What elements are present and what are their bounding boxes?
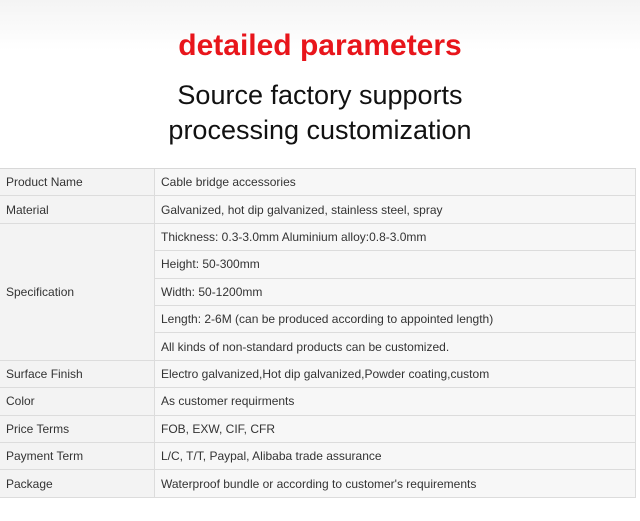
- row-label: Price Terms: [0, 415, 155, 443]
- row-label: Product Name: [0, 169, 155, 197]
- row-value: Length: 2-6M (can be produced according …: [155, 306, 636, 334]
- row-label: Material: [0, 196, 155, 224]
- subtitle: Source factory supports: [177, 80, 463, 110]
- parameter-table: Product Name Cable bridge accessories Mate…: [0, 168, 636, 498]
- row-value: L/C, T/T, Paypal, Alibaba trade assuranc…: [155, 443, 636, 471]
- row-label: Surface Finish: [0, 360, 155, 389]
- row-value: Galvanized, hot dip galvanized, stainles…: [155, 196, 636, 224]
- row-value: Electro galvanized,Hot dip galvanized,Po…: [155, 360, 636, 389]
- header: detailed parameters Source factory suppo…: [0, 0, 640, 168]
- row-label: Color: [0, 388, 155, 416]
- row-value: FOB, EXW, CIF, CFR: [155, 415, 636, 443]
- title: detailed parameters: [178, 29, 462, 62]
- row-value: Cable bridge accessories: [155, 169, 636, 197]
- row-value: Width: 50-1200mm: [155, 278, 636, 306]
- row-value: As customer requirments: [155, 388, 636, 416]
- row-label: Payment Term: [0, 443, 155, 471]
- subtitle: processing customization: [168, 115, 472, 145]
- row-label: Package: [0, 470, 155, 498]
- row-value: Waterproof bundle or according to custom…: [155, 470, 636, 498]
- row-label: Specification: [0, 223, 155, 361]
- row-value: Height: 50-300mm: [155, 251, 636, 279]
- row-value: All kinds of non-standard products can b…: [155, 333, 636, 361]
- row-value: Thickness: 0.3-3.0mm Aluminium alloy:0.8…: [155, 223, 636, 252]
